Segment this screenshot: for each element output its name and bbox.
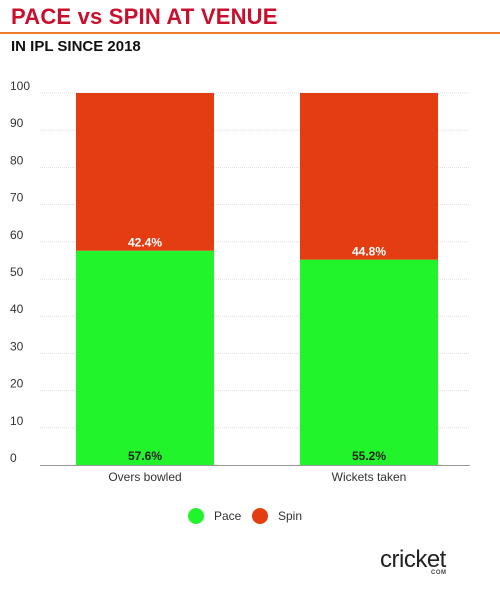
chart-title: PACE vs SPIN AT VENUE [11, 4, 278, 29]
legend-label-spin: Spin [278, 509, 303, 523]
bar-pace-1 [76, 250, 214, 465]
cricket-com-logo: cricket COM [380, 546, 472, 577]
logo-wordmark: cricket [380, 546, 446, 573]
chart-legend: Pace Spin [0, 508, 500, 528]
bar-spin-2 [300, 93, 438, 260]
x-tick-label: Overs bowled [108, 470, 181, 484]
legend-swatch-spin [252, 508, 268, 524]
y-tick-label: 60 [10, 228, 24, 242]
data-label-pace-1: 57.6% [128, 449, 162, 463]
stacked-bar-chart: 0 10 20 30 40 50 60 70 80 90 100 57.6% 42.4% Overs bo… [10, 79, 470, 484]
data-label-spin-2: 44.8% [352, 245, 386, 259]
data-label-spin-1: 42.4% [128, 236, 162, 250]
data-label-pace-2: 55.2% [352, 449, 386, 463]
y-tick-label: 70 [10, 191, 24, 205]
chart-subtitle: IN IPL SINCE 2018 [11, 38, 141, 55]
y-tick-label: 100 [10, 79, 30, 93]
y-tick-label: 30 [10, 339, 24, 353]
legend-label-pace: Pace [214, 509, 242, 523]
title-divider [0, 32, 500, 34]
legend-item-pace: Pace [188, 508, 241, 524]
y-tick-label: 80 [10, 153, 24, 167]
y-tick-label: 0 [10, 451, 17, 465]
y-tick-label: 20 [10, 377, 24, 391]
bar-pace-2 [300, 259, 438, 465]
legend-swatch-pace [188, 508, 204, 524]
bar-spin-1 [76, 93, 214, 251]
y-tick-label: 90 [10, 116, 24, 130]
logo-suffix: COM [431, 570, 447, 576]
legend-item-spin: Spin [252, 508, 302, 524]
y-tick-label: 10 [10, 414, 24, 428]
y-tick-label: 50 [10, 265, 24, 279]
y-tick-label: 40 [10, 302, 24, 316]
x-tick-label: Wickets taken [332, 470, 407, 484]
